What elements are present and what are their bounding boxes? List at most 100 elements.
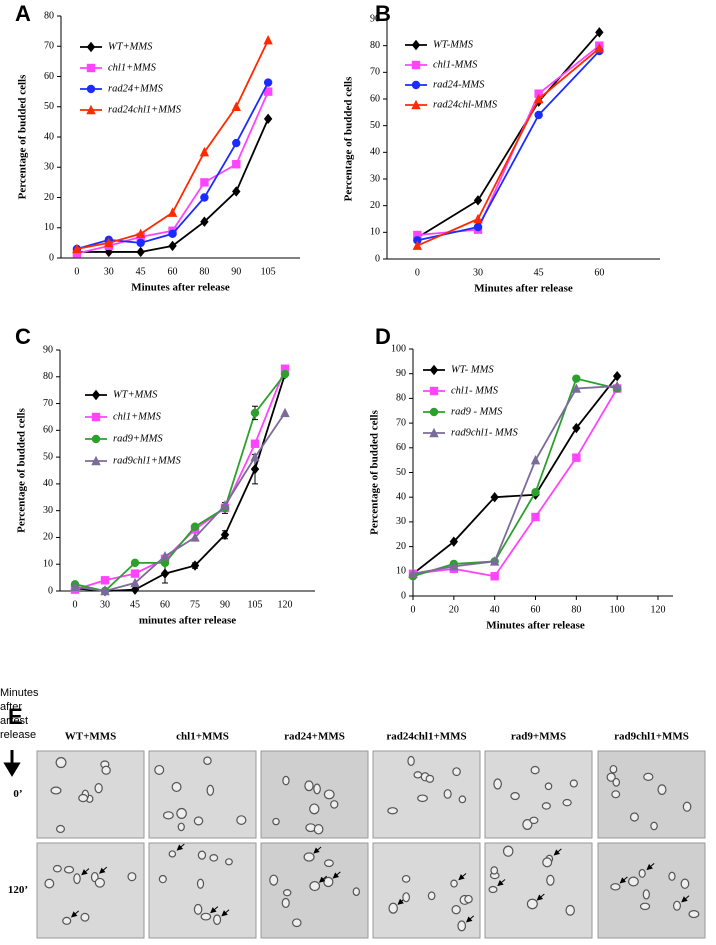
cell <box>526 898 538 910</box>
y-axis-title: Percentage of budded cells <box>17 74 29 199</box>
cell <box>177 822 185 832</box>
marker <box>594 43 605 53</box>
cell <box>269 874 279 886</box>
caption: arrest <box>0 715 28 727</box>
cell <box>629 812 639 822</box>
legend-label: WT+MMS <box>113 389 158 400</box>
marker <box>473 213 483 224</box>
x-tick-label: 0 <box>415 267 420 278</box>
down-arrow <box>3 750 21 777</box>
series-line <box>412 377 618 578</box>
x-tick-label: 90 <box>231 266 241 277</box>
cell-arrow <box>681 895 690 903</box>
cell <box>522 819 533 830</box>
cell <box>313 783 321 795</box>
column-header: rad24+MMS <box>284 731 345 743</box>
marker <box>72 243 82 254</box>
cell <box>530 765 540 775</box>
marker <box>250 408 260 418</box>
marker <box>199 146 210 157</box>
marker <box>595 27 604 38</box>
cell <box>323 876 334 888</box>
y-tick-label: 40 <box>396 491 406 502</box>
marker <box>490 572 499 581</box>
cell <box>52 864 62 873</box>
cell <box>425 774 435 783</box>
x-tick-label: 0 <box>74 266 79 277</box>
marker <box>531 488 540 497</box>
caption: after <box>0 701 22 713</box>
cell-arrow <box>458 873 467 881</box>
marker <box>100 585 110 596</box>
marker <box>263 113 273 125</box>
cell-arrow <box>210 906 219 914</box>
y-tick-label: 20 <box>396 541 406 552</box>
marker <box>449 536 459 547</box>
marker <box>429 427 439 438</box>
marker <box>70 581 80 592</box>
marker <box>473 222 483 232</box>
cell-arrow <box>313 846 322 854</box>
cell <box>162 811 174 820</box>
cell-arrow <box>332 871 341 879</box>
cell <box>639 902 651 911</box>
marker <box>231 101 241 111</box>
y-axis-title: Percentage of budded cells <box>369 409 381 534</box>
cell <box>457 920 467 932</box>
cell <box>562 798 572 807</box>
cell <box>206 784 215 796</box>
y-tick-label: 30 <box>43 505 53 516</box>
cell <box>612 777 621 787</box>
x-tick-label: 60 <box>531 604 541 615</box>
cell <box>490 866 499 875</box>
marker <box>473 195 483 206</box>
marker <box>130 584 140 595</box>
cell <box>407 755 415 767</box>
cell <box>609 764 618 774</box>
cell <box>94 783 103 794</box>
cell <box>610 883 621 891</box>
column-header: WT+MMS <box>65 731 117 743</box>
series-line <box>74 412 286 592</box>
y-tick-label: 80 <box>396 393 406 404</box>
cell <box>443 789 452 799</box>
marker <box>250 439 260 448</box>
row-label: 120’ <box>8 884 28 896</box>
cell <box>309 803 320 815</box>
marker <box>263 78 273 87</box>
marker <box>190 522 200 531</box>
legend-label: chl1+MMS <box>108 62 157 73</box>
y-tick-label: 10 <box>396 566 406 577</box>
cell <box>464 894 473 904</box>
marker <box>530 454 541 465</box>
cell-arrow <box>646 863 655 871</box>
marker <box>533 93 544 104</box>
marker <box>263 87 273 96</box>
y-tick-label: 30 <box>396 516 406 527</box>
series-line <box>74 368 286 591</box>
marker <box>572 453 581 462</box>
marker <box>263 35 273 45</box>
x-tick-label: 30 <box>473 267 483 278</box>
cell <box>565 904 575 916</box>
cell <box>541 802 551 810</box>
marker <box>489 556 500 566</box>
micrograph <box>36 842 145 939</box>
cell <box>401 874 411 883</box>
marker <box>136 246 145 258</box>
cell <box>324 859 334 868</box>
cell <box>80 912 90 922</box>
series-line <box>412 375 618 575</box>
cell <box>63 865 75 874</box>
y-tick-label: 70 <box>370 67 380 78</box>
legend-label: rad9 - MMS <box>451 406 503 417</box>
y-tick-label: 10 <box>43 559 53 570</box>
cell <box>171 781 182 793</box>
cell <box>193 903 203 915</box>
marker <box>612 370 622 382</box>
cell <box>50 786 62 795</box>
cell <box>413 771 423 779</box>
cell <box>203 756 212 766</box>
marker <box>200 216 209 227</box>
